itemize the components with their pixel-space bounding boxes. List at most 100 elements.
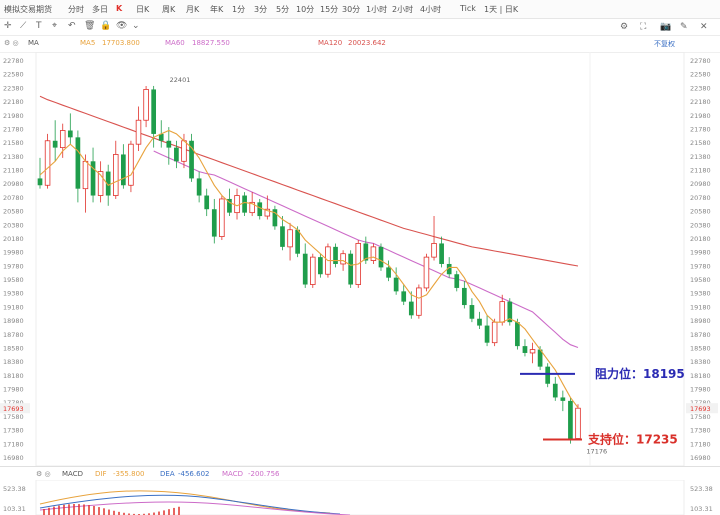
candle-body-36: [310, 256, 316, 285]
trash-icon[interactable]: 🗑: [84, 21, 96, 31]
y-tick-right-23: 18180: [690, 372, 711, 380]
candle-body-10: [113, 154, 119, 196]
y-tick-right-16: 19580: [690, 276, 711, 284]
y-tick-left-15: 19780: [3, 262, 24, 270]
toolbar-item-6[interactable]: 月K: [186, 5, 200, 14]
candle-body-46: [386, 267, 391, 278]
toolbar-item-8[interactable]: 1分: [232, 5, 246, 14]
candle-body-43: [363, 243, 369, 261]
macd-settings-icon[interactable]: ⚙ ◎: [36, 470, 51, 478]
camera-icon[interactable]: 📷: [660, 22, 672, 32]
candle-body-11: [121, 154, 126, 186]
eye-icon[interactable]: 👁: [116, 21, 128, 31]
ma5-value: 17703.800: [102, 39, 140, 47]
y-tick-left-29: 16980: [3, 454, 24, 462]
toolbar-item-13[interactable]: 30分: [342, 5, 361, 14]
toolbar-item-3[interactable]: K: [116, 4, 123, 13]
y-tick-left-11: 20580: [3, 208, 24, 216]
adjust-toggle[interactable]: 不复权: [654, 40, 675, 48]
candle-body-1: [44, 140, 51, 186]
candle-body-35: [302, 253, 308, 285]
candle-body-14: [143, 89, 149, 121]
undo-icon[interactable]: ↶: [68, 21, 76, 31]
candle-body-19: [181, 140, 187, 162]
toolbar-item-2[interactable]: 多日: [92, 5, 108, 14]
y-tick-left-20: 18780: [3, 331, 24, 339]
fullscreen-icon[interactable]: ⛶: [640, 22, 647, 32]
toolbar-item-0[interactable]: 模拟交易期货: [4, 5, 52, 14]
candle-body-61: [499, 301, 505, 323]
candle-body-57: [469, 305, 475, 319]
line-tool-icon[interactable]: ⟋: [20, 21, 27, 31]
toolbar-item-14[interactable]: 1小时: [366, 5, 388, 14]
toolbar-item-4[interactable]: 日K: [136, 5, 150, 14]
gear-icon[interactable]: ⚙ ◎: [4, 39, 19, 47]
ma120-line: [39, 95, 579, 267]
ma60-value: 18827.550: [192, 39, 230, 47]
candle-body-33: [287, 229, 293, 248]
macd-tick-right-0: 523.38: [690, 485, 713, 493]
y-tick-right-13: 20180: [690, 235, 711, 243]
y-tick-right-3: 22180: [690, 98, 711, 106]
y-tick-left-22: 18380: [3, 358, 24, 366]
toolbar-item-7[interactable]: 年K: [210, 5, 224, 14]
candle-body-0: [37, 178, 43, 186]
lock-icon[interactable]: 🔒: [100, 21, 112, 31]
y-tick-right-2: 22380: [690, 84, 711, 92]
toolbar-item-18[interactable]: 1天 | 日K: [484, 5, 519, 14]
y-tick-right-5: 21780: [690, 125, 711, 133]
y-tick-right-0: 22780: [690, 57, 711, 65]
low-annotation: 17176: [586, 448, 607, 456]
text-tool-icon[interactable]: T: [36, 21, 42, 31]
current-price-right: 17693: [690, 405, 711, 413]
candle-body-13: [135, 119, 142, 145]
high-annotation: 22401: [170, 76, 191, 84]
candle-body-16: [158, 133, 164, 141]
measure-icon[interactable]: ⌖: [52, 21, 58, 31]
toolbar-item-11[interactable]: 10分: [296, 5, 315, 14]
candle-body-48: [401, 291, 407, 302]
candle-body-32: [280, 226, 285, 247]
y-tick-left-7: 21380: [3, 153, 24, 161]
toolbar-item-16[interactable]: 4小时: [420, 5, 442, 14]
y-tick-left-2: 22380: [3, 84, 24, 92]
y-tick-left-14: 19980: [3, 249, 24, 257]
close-icon[interactable]: ✕: [700, 22, 708, 32]
candle-body-8: [97, 171, 104, 196]
y-tick-left-24: 17980: [3, 386, 24, 394]
toolbar-item-9[interactable]: 3分: [254, 5, 268, 14]
toolbar-item-17[interactable]: Tick: [460, 4, 476, 13]
candle-body-50: [416, 287, 422, 316]
drawing-toolbar: ✛ ⟋ T ⌖ ↶ 🗑 🔒 👁 ⌄ ⚙ ⛶ 📷 ✎ ✕: [0, 19, 720, 36]
chevron-down-icon[interactable]: ⌄: [132, 21, 140, 31]
y-tick-left-28: 17180: [3, 440, 24, 448]
candle-body-62: [507, 301, 513, 323]
settings-icon[interactable]: ⚙: [620, 22, 629, 32]
y-tick-left-26: 17580: [3, 413, 24, 421]
toolbar-item-10[interactable]: 5分: [276, 5, 290, 14]
toolbar-item-5[interactable]: 周K: [162, 5, 176, 14]
y-tick-right-21: 18580: [690, 344, 711, 352]
y-tick-left-0: 22780: [3, 57, 24, 65]
candle-body-18: [174, 147, 179, 162]
y-tick-right-1: 22580: [690, 71, 711, 79]
candle-body-12: [128, 143, 134, 186]
toolbar-item-1[interactable]: 分时: [68, 5, 84, 14]
candle-body-29: [257, 202, 263, 217]
toolbar-item-12[interactable]: 15分: [320, 5, 339, 14]
y-tick-left-21: 18580: [3, 344, 24, 352]
y-tick-left-16: 19580: [3, 276, 24, 284]
candle-body-4: [67, 130, 73, 138]
candle-body-69: [560, 397, 566, 401]
macd-tick-left-1: 103.31: [3, 505, 26, 513]
candle-body-52: [431, 243, 437, 258]
indicator-name: MA: [28, 39, 39, 47]
candle-body-30: [264, 208, 271, 217]
candle-body-44: [370, 246, 377, 261]
dif-line: [39, 490, 331, 514]
y-tick-right-27: 17380: [690, 427, 711, 435]
edit-icon[interactable]: ✎: [680, 22, 688, 32]
crosshair-icon[interactable]: ✛: [4, 21, 12, 31]
candle-body-68: [552, 383, 558, 398]
toolbar-item-15[interactable]: 2小时: [392, 5, 414, 14]
